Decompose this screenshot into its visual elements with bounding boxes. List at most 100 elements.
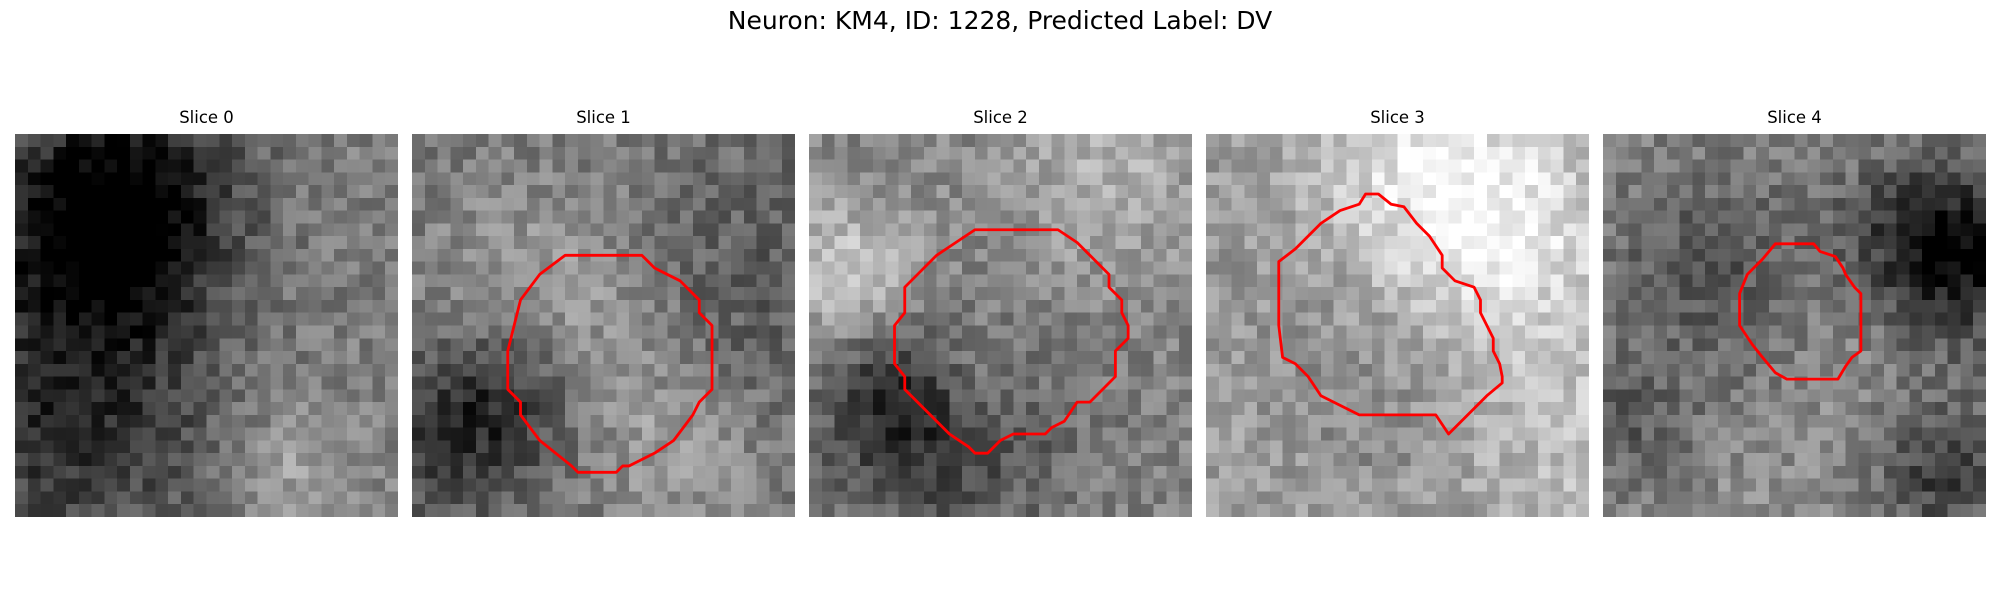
pixel — [1883, 210, 1897, 224]
pixel — [565, 197, 579, 211]
pixel — [1756, 261, 1770, 275]
pixel — [1371, 172, 1385, 186]
pixel — [117, 389, 131, 403]
pixel — [1896, 287, 1910, 301]
pixel — [359, 185, 373, 199]
pixel — [1934, 312, 1948, 326]
pixel — [1499, 185, 1513, 199]
pixel — [1896, 172, 1910, 186]
pixel — [1153, 338, 1167, 352]
pixel — [27, 338, 41, 352]
pixel — [321, 504, 335, 517]
pixel — [424, 402, 438, 416]
pixel — [129, 440, 143, 454]
pixel — [1768, 491, 1782, 505]
pixel — [1666, 172, 1680, 186]
pixel — [1128, 465, 1142, 479]
pixel — [692, 185, 706, 199]
pixel — [1461, 414, 1475, 428]
pixel — [962, 299, 976, 313]
pixel — [53, 491, 67, 505]
pixel — [1282, 146, 1296, 160]
pixel — [1654, 338, 1668, 352]
pixel — [1832, 299, 1846, 313]
pixel — [590, 172, 604, 186]
pixel — [552, 134, 566, 148]
pixel — [1743, 287, 1757, 301]
pixel — [437, 185, 451, 199]
pixel — [1257, 338, 1271, 352]
pixel — [1717, 453, 1731, 467]
pixel — [117, 146, 131, 160]
pixel — [475, 465, 489, 479]
pixel — [1166, 440, 1180, 454]
pixel — [450, 312, 464, 326]
pixel — [53, 146, 67, 160]
pixel — [731, 414, 745, 428]
pixel — [1384, 274, 1398, 288]
pixel — [1359, 376, 1373, 390]
pixel — [1756, 440, 1770, 454]
pixel — [1705, 287, 1719, 301]
pixel — [1000, 363, 1014, 377]
pixel — [1102, 427, 1116, 441]
pixel — [308, 504, 322, 517]
pixel — [743, 134, 757, 148]
pixel — [1359, 453, 1373, 467]
pixel — [629, 440, 643, 454]
pixel — [718, 389, 732, 403]
pixel — [923, 146, 937, 160]
pixel — [1000, 236, 1014, 250]
pixel — [66, 210, 80, 224]
pixel — [1832, 159, 1846, 173]
pixel — [424, 325, 438, 339]
pixel — [1218, 159, 1232, 173]
pixel — [692, 351, 706, 365]
pixel — [769, 325, 783, 339]
pixel — [872, 465, 886, 479]
pixel — [1295, 134, 1309, 148]
pixel — [142, 146, 156, 160]
pixel — [680, 299, 694, 313]
pixel — [1244, 146, 1258, 160]
pixel — [372, 287, 386, 301]
pixel — [1615, 223, 1629, 237]
pixel — [1179, 159, 1192, 173]
pixel — [1679, 363, 1693, 377]
pixel — [1384, 351, 1398, 365]
pixel — [1102, 197, 1116, 211]
pixel — [66, 504, 80, 517]
pixel — [1563, 287, 1577, 301]
pixel — [104, 299, 118, 313]
pixel — [1679, 504, 1693, 517]
pixel — [257, 351, 271, 365]
pixel — [501, 134, 515, 148]
pixel — [1537, 261, 1551, 275]
pixel — [1576, 159, 1589, 173]
pixel — [463, 440, 477, 454]
pixel — [1423, 491, 1437, 505]
pixel — [743, 312, 757, 326]
pixel — [1537, 491, 1551, 505]
pixel — [705, 504, 719, 517]
pixel — [731, 402, 745, 416]
pixel — [155, 465, 169, 479]
pixel — [424, 274, 438, 288]
pixel — [1000, 453, 1014, 467]
pixel — [1666, 351, 1680, 365]
pixel — [129, 146, 143, 160]
pixel — [1641, 504, 1655, 517]
pixel — [1077, 134, 1091, 148]
pixel — [1140, 491, 1154, 505]
pixel — [1423, 210, 1437, 224]
pixel — [974, 325, 988, 339]
pixel — [821, 363, 835, 377]
pixel — [1871, 504, 1885, 517]
pixel — [911, 338, 925, 352]
pixel — [1128, 274, 1142, 288]
pixel — [1537, 351, 1551, 365]
pixel — [1654, 504, 1668, 517]
pixel — [308, 402, 322, 416]
pixel — [1705, 389, 1719, 403]
pixel — [283, 427, 297, 441]
